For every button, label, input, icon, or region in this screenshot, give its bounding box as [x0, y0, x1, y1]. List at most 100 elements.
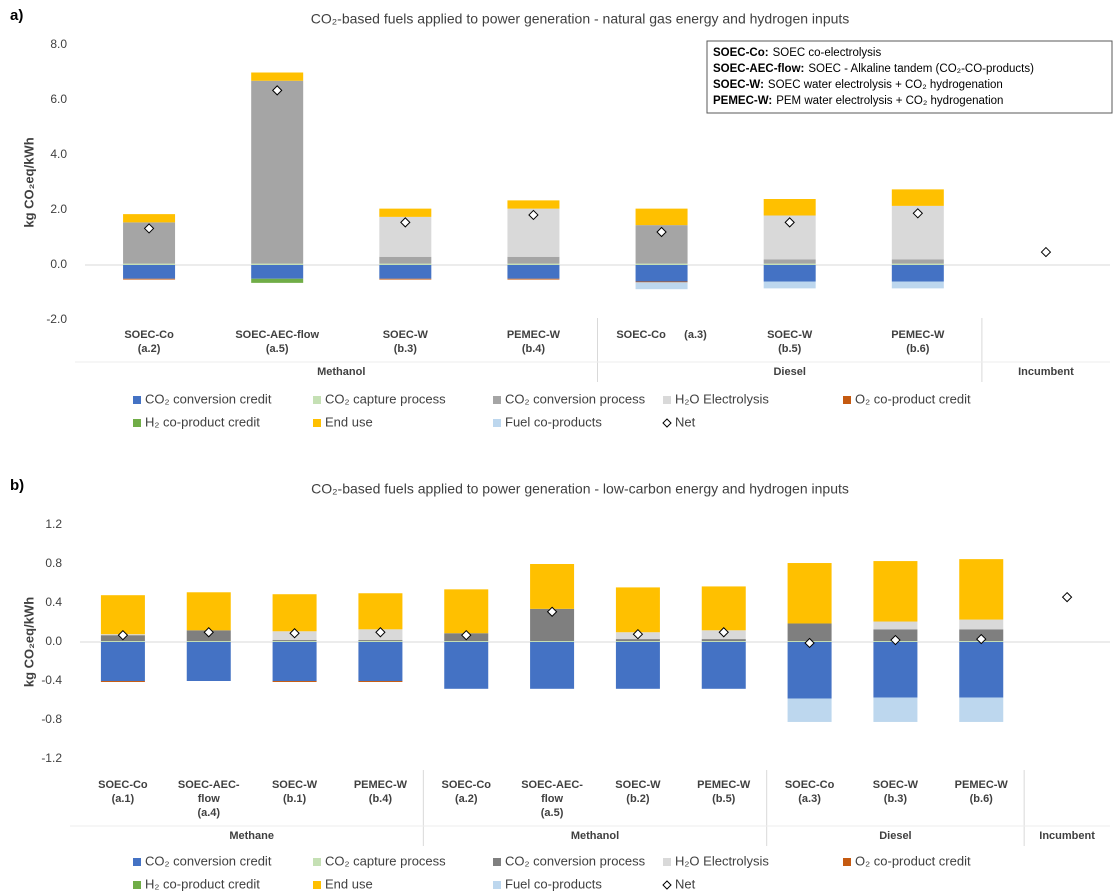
- bar-segment: [186, 641, 231, 642]
- y-tick-label: 6.0: [50, 92, 67, 106]
- x-tick-label: (a.4): [197, 807, 220, 819]
- bar-segment: [701, 642, 746, 689]
- chart-title: CO₂-based fuels applied to power generat…: [311, 11, 850, 27]
- x-tick-label: (b.4): [522, 343, 546, 355]
- legend-label: CO₂ conversion process: [505, 853, 646, 868]
- x-tick-label: (a.2): [455, 793, 478, 805]
- bar-segment: [251, 80, 304, 264]
- x-tick-label: SOEC-AEC-flow: [235, 329, 319, 341]
- legend-label: CO₂ conversion credit: [145, 853, 272, 868]
- bar-segment: [358, 642, 403, 681]
- y-axis-title: kg CO₂eq/kWh: [21, 597, 36, 687]
- x-tick-label: SOEC-Co: [785, 779, 835, 791]
- x-tick-label: SOEC-AEC-: [521, 779, 583, 791]
- bar-segment: [358, 593, 403, 630]
- group-label: Incumbent: [1039, 830, 1095, 842]
- net-marker: [528, 209, 539, 221]
- x-tick-label: SOEC-Co (a.3): [616, 329, 707, 341]
- group-label: Methanol: [317, 366, 365, 378]
- bar-segment: [873, 621, 918, 630]
- bar-segment: [272, 641, 317, 642]
- x-tick-label: SOEC-W: [767, 329, 813, 341]
- note-desc: SOEC water electrolysis + CO₂ hydrogenat…: [768, 79, 1003, 91]
- x-tick-label: SOEC-W: [383, 329, 429, 341]
- y-tick-label: 0.8: [45, 556, 62, 570]
- bar-segment: [100, 595, 145, 635]
- bar-segment: [379, 265, 432, 279]
- note-term: SOEC-W:: [713, 79, 764, 91]
- legend-label: CO₂ capture process: [325, 391, 446, 406]
- net-marker: [656, 226, 667, 238]
- net-marker: [1040, 246, 1052, 258]
- legend-label: End use: [325, 414, 373, 429]
- legend-label: O₂ co-product credit: [855, 853, 971, 868]
- x-tick-label: (b.5): [712, 793, 736, 805]
- x-tick-label: SOEC-Co: [442, 779, 492, 791]
- net-marker: [718, 627, 729, 638]
- legend-label: H₂O Electrolysis: [675, 853, 769, 868]
- legend-label: Net: [675, 414, 696, 429]
- bar-segment: [701, 639, 746, 642]
- legend-marker: [662, 880, 672, 890]
- bar-segment: [635, 263, 688, 265]
- note-desc: PEM water electrolysis + CO₂ hydrogenati…: [776, 95, 1003, 107]
- net-marker: [271, 85, 283, 96]
- legend-swatch: [493, 858, 501, 866]
- bar-segment: [379, 256, 432, 264]
- net-marker: [912, 208, 924, 219]
- bar-segment: [763, 265, 816, 282]
- y-tick-label: 0.0: [45, 634, 62, 648]
- bar-segment: [379, 263, 432, 265]
- bar-segment: [100, 642, 145, 681]
- x-tick-label: PEMEC-W: [354, 779, 408, 791]
- bar-segment: [530, 642, 575, 689]
- bar-segment: [251, 72, 304, 81]
- group-label: Incumbent: [1018, 366, 1074, 378]
- net-marker: [804, 637, 815, 649]
- group-label: Diesel: [773, 366, 805, 378]
- x-tick-label: (b.6): [906, 343, 930, 355]
- note-line: PEMEC-W: PEM water electrolysis + CO₂ hyd…: [713, 95, 1003, 107]
- legend-label: Net: [675, 876, 696, 891]
- x-tick-label: PEMEC-W: [955, 779, 1009, 791]
- legend-label: H₂ co-product credit: [145, 876, 260, 891]
- legend-marker: [662, 418, 672, 428]
- y-tick-label: 1.2: [45, 517, 62, 531]
- legend-label: End use: [325, 876, 373, 891]
- bar-segment: [507, 256, 560, 264]
- legend-label: CO₂ conversion credit: [145, 391, 272, 406]
- bar-segment: [530, 641, 575, 642]
- x-tick-label: (a.1): [112, 793, 135, 805]
- y-tick-label: 0.4: [45, 595, 62, 609]
- bar-segment: [891, 281, 944, 289]
- note-box: [706, 40, 1113, 114]
- x-tick-label: flow: [198, 793, 220, 805]
- x-tick-label: (b.3): [394, 343, 418, 355]
- bar-segment: [787, 623, 832, 642]
- y-tick-label: -0.8: [41, 712, 62, 726]
- bar-segment: [100, 681, 145, 682]
- bar-segment: [701, 641, 746, 642]
- bar-segment: [379, 208, 432, 217]
- bar-segment: [635, 265, 688, 282]
- net-marker: [546, 606, 558, 617]
- x-tick-label: PEMEC-W: [697, 779, 751, 791]
- bar-segment: [615, 639, 660, 642]
- x-tick-label: SOEC-W: [873, 779, 919, 791]
- bar-segment: [959, 642, 1004, 698]
- y-tick-label: -0.4: [41, 673, 62, 687]
- legend-label: H₂O Electrolysis: [675, 391, 769, 406]
- note-desc: SOEC co-electrolysis: [773, 47, 882, 59]
- x-tick-label: (b.4): [369, 793, 393, 805]
- legend-label: CO₂ conversion process: [505, 391, 646, 406]
- bar-segment: [959, 619, 1004, 630]
- legend-swatch: [493, 881, 501, 889]
- y-tick-label: 8.0: [50, 37, 67, 51]
- net-marker: [1061, 591, 1073, 603]
- bar-segment: [444, 641, 489, 642]
- bar-segment: [787, 642, 832, 699]
- chart-title: CO₂-based fuels applied to power generat…: [311, 481, 849, 497]
- note-term: SOEC-Co:: [713, 47, 769, 59]
- x-tick-label: flow: [541, 793, 563, 805]
- note-term: PEMEC-W:: [713, 95, 772, 107]
